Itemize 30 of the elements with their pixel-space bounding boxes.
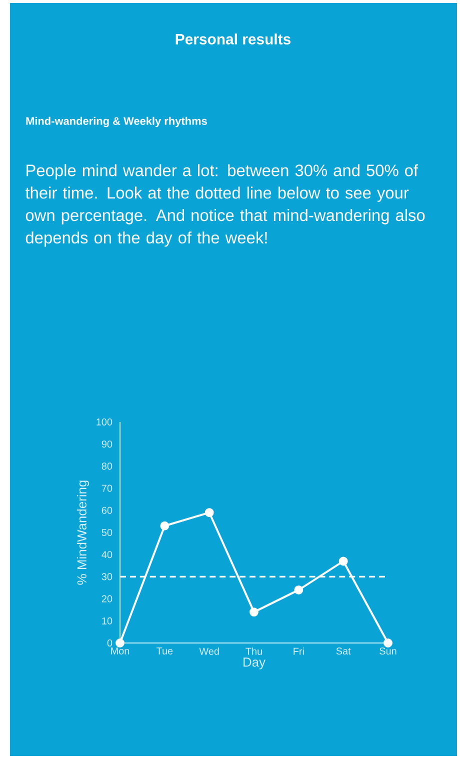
x-tick-label: Mon [111,648,130,654]
x-tick-label: Fri [294,648,304,655]
point [250,608,258,617]
x-axis-title: Day [244,658,266,670]
x-tick-label: Wed [199,648,219,655]
x-tick-label: Sat [336,648,351,655]
y-tick-label: 70 [102,484,112,492]
chart-title: Personal results [176,34,290,44]
text: People mind wander a lot: between 30% and 50% of their time. Look at the dotted line below to see your own percentage. And notice that mind-wandering also depends on the day of the week! [25,164,425,247]
y-tick-label: 10 [102,617,112,624]
point [294,585,304,594]
y-tick-label: 50 [102,528,112,536]
y-tick-label: 60 [102,506,112,514]
y-tick-label: 30 [102,573,112,580]
x-tick-label: Thu [246,648,262,655]
point [338,556,348,566]
x-tick-label: Sun [380,648,396,655]
point [160,521,170,530]
point [384,638,392,648]
x-tick-label: Tue [156,648,173,654]
y-tick-label: 80 [102,462,112,470]
y-tick-label: 20 [102,595,112,602]
point [204,508,214,518]
y-tick-label: 100 [96,418,112,426]
point [116,638,124,648]
y-tick-label: 40 [102,551,112,558]
y-axis-title: % MindWandering [76,480,90,585]
chart-subtitle: Mind-wandering & Weekly rhythms [26,116,207,128]
y-tick-label: 90 [102,440,112,448]
y-tick-label: 0 [107,639,112,647]
